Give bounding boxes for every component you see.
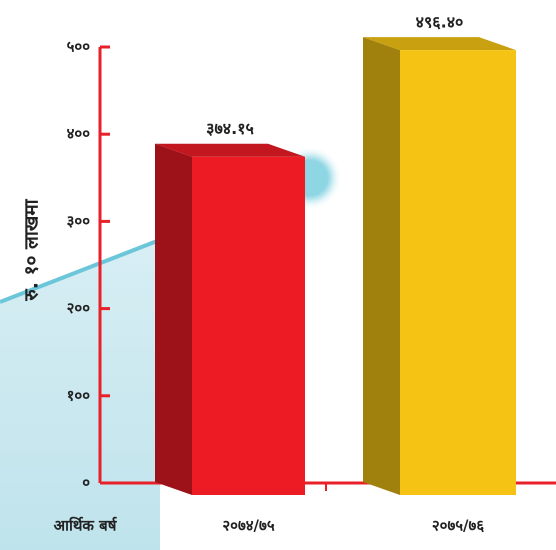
y-tick-label: २०० bbox=[67, 299, 91, 317]
x-tick-label: २०७४/७५ bbox=[222, 517, 274, 535]
bar bbox=[363, 37, 516, 496]
y-axis-title: रु. १० लाखमा bbox=[21, 198, 43, 301]
bar-front bbox=[192, 156, 305, 495]
x-axis-title: आर्थिक बर्ष bbox=[54, 517, 118, 535]
y-tick-label: ० bbox=[82, 474, 90, 492]
bar-top bbox=[363, 37, 516, 51]
bar-front bbox=[400, 50, 516, 496]
bar-top bbox=[155, 143, 305, 157]
value-label: ४९६.४० bbox=[416, 13, 464, 32]
y-tick-label: ४०० bbox=[67, 125, 91, 143]
y-tick-label: ३०० bbox=[67, 212, 91, 230]
bar-side bbox=[363, 37, 400, 496]
bar bbox=[155, 143, 305, 495]
background-area bbox=[0, 240, 160, 550]
value-label: ३७४.१५ bbox=[206, 119, 254, 138]
y-tick-label: ५०० bbox=[67, 38, 91, 56]
bar-side bbox=[155, 143, 192, 495]
decor-line bbox=[0, 234, 171, 304]
x-tick-label: २०७५/७६ bbox=[432, 517, 484, 535]
y-tick-label: १०० bbox=[67, 386, 91, 404]
